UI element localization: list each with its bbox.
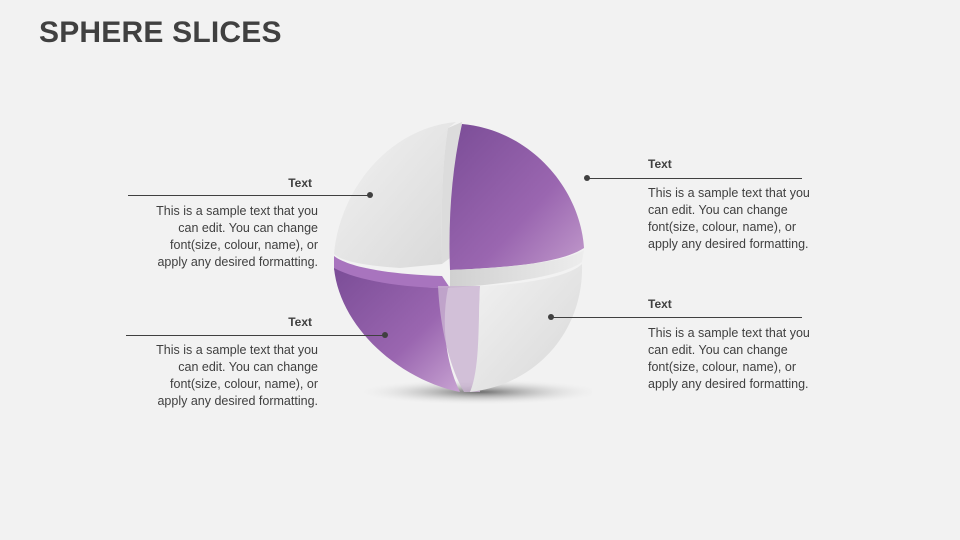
connector-dot-bottom-right bbox=[548, 314, 554, 320]
label-heading: Text bbox=[288, 315, 312, 329]
label-bottom-right: Text This is a sample text that you can … bbox=[648, 297, 828, 393]
label-heading: Text bbox=[648, 157, 672, 171]
connector-line-bottom-left bbox=[126, 335, 386, 336]
label-top-left: Text This is a sample text that you can … bbox=[118, 176, 318, 271]
label-heading: Text bbox=[288, 176, 312, 190]
label-heading: Text bbox=[648, 297, 672, 311]
label-body: This is a sample text that you can edit.… bbox=[648, 186, 810, 251]
label-bottom-left: Text This is a sample text that you can … bbox=[118, 315, 318, 410]
label-body: This is a sample text that you can edit.… bbox=[156, 343, 318, 408]
connector-line-bottom-right bbox=[551, 317, 802, 318]
label-body: This is a sample text that you can edit.… bbox=[648, 326, 810, 391]
label-body: This is a sample text that you can edit.… bbox=[156, 204, 318, 269]
connector-dot-top-right bbox=[584, 175, 590, 181]
sphere-slices-graphic bbox=[334, 122, 592, 405]
label-top-right: Text This is a sample text that you can … bbox=[648, 157, 828, 253]
connector-dot-bottom-left bbox=[382, 332, 388, 338]
connector-line-top-right bbox=[587, 178, 802, 179]
slide-title: SPHERE SLICES bbox=[39, 16, 282, 49]
connector-dot-top-left bbox=[367, 192, 373, 198]
connector-line-top-left bbox=[128, 195, 371, 196]
